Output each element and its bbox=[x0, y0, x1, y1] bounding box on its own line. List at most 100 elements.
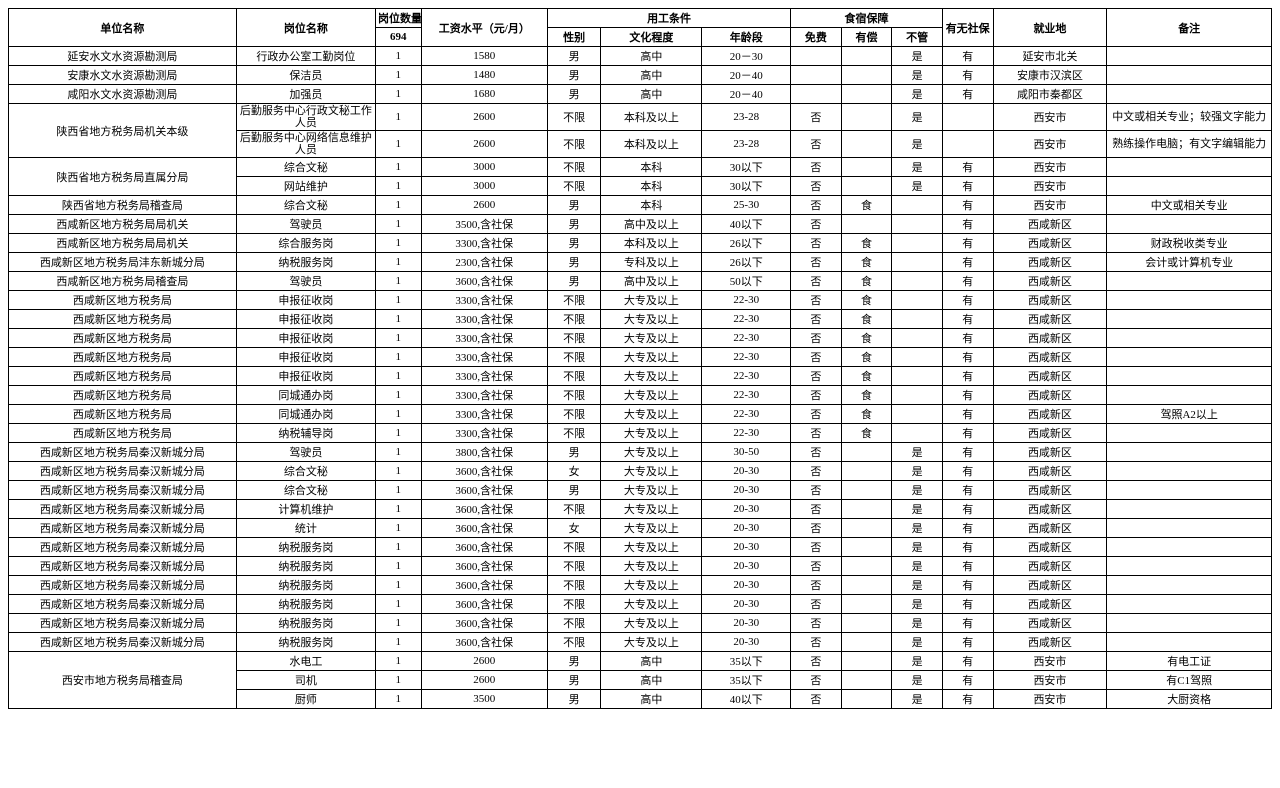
cell-remark: 中文或相关专业；较强文字能力 bbox=[1107, 104, 1272, 131]
th-position: 岗位名称 bbox=[236, 9, 375, 47]
cell-free: 否 bbox=[791, 158, 842, 177]
cell-none bbox=[892, 424, 943, 443]
cell-position: 同城通办岗 bbox=[236, 386, 375, 405]
cell-edu: 高中 bbox=[601, 85, 702, 104]
cell-age: 20-30 bbox=[702, 500, 791, 519]
cell-free: 否 bbox=[791, 177, 842, 196]
cell-paid bbox=[841, 690, 892, 709]
cell-remark bbox=[1107, 576, 1272, 595]
cell-position: 司机 bbox=[236, 671, 375, 690]
cell-remark bbox=[1107, 348, 1272, 367]
cell-age: 20-30 bbox=[702, 633, 791, 652]
cell-age: 30以下 bbox=[702, 177, 791, 196]
cell-sex: 女 bbox=[548, 462, 601, 481]
table-row: 西咸新区地方税务局秦汉新城分局纳税服务岗13600,含社保不限大专及以上20-3… bbox=[9, 538, 1272, 557]
cell-edu: 大专及以上 bbox=[601, 576, 702, 595]
cell-salary: 3600,含社保 bbox=[421, 272, 548, 291]
cell-salary: 3600,含社保 bbox=[421, 614, 548, 633]
cell-salary: 3000 bbox=[421, 158, 548, 177]
cell-position: 保洁员 bbox=[236, 66, 375, 85]
cell-remark bbox=[1107, 47, 1272, 66]
cell-none: 是 bbox=[892, 177, 943, 196]
th-shebao: 有无社保 bbox=[942, 9, 993, 47]
cell-qty: 1 bbox=[375, 215, 421, 234]
table-row: 西咸新区地方税务局同城通办岗13300,含社保不限大专及以上22-30否食有西咸… bbox=[9, 386, 1272, 405]
cell-age: 50以下 bbox=[702, 272, 791, 291]
cell-edu: 高中及以上 bbox=[601, 272, 702, 291]
cell-free: 否 bbox=[791, 671, 842, 690]
cell-free: 否 bbox=[791, 310, 842, 329]
cell-edu: 大专及以上 bbox=[601, 310, 702, 329]
cell-sex: 男 bbox=[548, 272, 601, 291]
table-row: 西咸新区地方税务局秦汉新城分局综合文秘13600,含社保男大专及以上20-30否… bbox=[9, 481, 1272, 500]
cell-shebao: 有 bbox=[942, 481, 993, 500]
cell-free: 否 bbox=[791, 348, 842, 367]
cell-free: 否 bbox=[791, 291, 842, 310]
cell-unit: 陕西省地方税务局稽查局 bbox=[9, 196, 237, 215]
cell-qty: 1 bbox=[375, 253, 421, 272]
cell-paid: 食 bbox=[841, 310, 892, 329]
cell-location: 西咸新区 bbox=[993, 462, 1107, 481]
cell-paid bbox=[841, 519, 892, 538]
cell-sex: 不限 bbox=[548, 557, 601, 576]
cell-qty: 1 bbox=[375, 196, 421, 215]
cell-sex: 不限 bbox=[548, 614, 601, 633]
cell-shebao: 有 bbox=[942, 234, 993, 253]
cell-shebao: 有 bbox=[942, 158, 993, 177]
cell-salary: 3300,含社保 bbox=[421, 329, 548, 348]
cell-sex: 不限 bbox=[548, 104, 601, 131]
cell-position: 驾驶员 bbox=[236, 215, 375, 234]
cell-free: 否 bbox=[791, 576, 842, 595]
cell-qty: 1 bbox=[375, 329, 421, 348]
cell-unit: 西安市地方税务局稽查局 bbox=[9, 652, 237, 709]
cell-location: 西咸新区 bbox=[993, 576, 1107, 595]
cell-position: 综合文秘 bbox=[236, 158, 375, 177]
cell-location: 西咸新区 bbox=[993, 500, 1107, 519]
cell-location: 西安市 bbox=[993, 158, 1107, 177]
cell-free: 否 bbox=[791, 367, 842, 386]
cell-qty: 1 bbox=[375, 557, 421, 576]
cell-edu: 高中及以上 bbox=[601, 215, 702, 234]
cell-age: 30-50 bbox=[702, 443, 791, 462]
cell-edu: 本科及以上 bbox=[601, 131, 702, 158]
cell-shebao: 有 bbox=[942, 348, 993, 367]
cell-shebao: 有 bbox=[942, 85, 993, 104]
cell-free: 否 bbox=[791, 443, 842, 462]
cell-sex: 不限 bbox=[548, 367, 601, 386]
cell-sex: 男 bbox=[548, 234, 601, 253]
cell-qty: 1 bbox=[375, 652, 421, 671]
cell-qty: 1 bbox=[375, 310, 421, 329]
cell-salary: 3600,含社保 bbox=[421, 557, 548, 576]
cell-unit: 西咸新区地方税务局秦汉新城分局 bbox=[9, 633, 237, 652]
cell-paid bbox=[841, 557, 892, 576]
cell-free: 否 bbox=[791, 253, 842, 272]
cell-edu: 高中 bbox=[601, 47, 702, 66]
cell-age: 22-30 bbox=[702, 424, 791, 443]
cell-paid bbox=[841, 158, 892, 177]
cell-sex: 男 bbox=[548, 85, 601, 104]
cell-none bbox=[892, 234, 943, 253]
cell-free: 否 bbox=[791, 690, 842, 709]
cell-edu: 大专及以上 bbox=[601, 500, 702, 519]
th-none: 不管 bbox=[892, 28, 943, 47]
cell-shebao: 有 bbox=[942, 196, 993, 215]
table-row: 西咸新区地方税务局秦汉新城分局纳税服务岗13600,含社保不限大专及以上20-3… bbox=[9, 633, 1272, 652]
cell-unit: 延安水文水资源勘测局 bbox=[9, 47, 237, 66]
cell-edu: 大专及以上 bbox=[601, 595, 702, 614]
cell-salary: 2600 bbox=[421, 131, 548, 158]
cell-sex: 不限 bbox=[548, 405, 601, 424]
cell-sex: 男 bbox=[548, 215, 601, 234]
cell-unit: 西咸新区地方税务局沣东新城分局 bbox=[9, 253, 237, 272]
cell-shebao: 有 bbox=[942, 614, 993, 633]
cell-age: 20-30 bbox=[702, 538, 791, 557]
table-row: 西咸新区地方税务局秦汉新城分局纳税服务岗13600,含社保不限大专及以上20-3… bbox=[9, 557, 1272, 576]
cell-salary: 2300,含社保 bbox=[421, 253, 548, 272]
cell-salary: 3600,含社保 bbox=[421, 633, 548, 652]
cell-edu: 高中 bbox=[601, 690, 702, 709]
cell-location: 安康市汉滨区 bbox=[993, 66, 1107, 85]
cell-free: 否 bbox=[791, 386, 842, 405]
cell-shebao: 有 bbox=[942, 538, 993, 557]
cell-unit: 西咸新区地方税务局秦汉新城分局 bbox=[9, 576, 237, 595]
cell-location: 西咸新区 bbox=[993, 234, 1107, 253]
cell-sex: 不限 bbox=[548, 291, 601, 310]
